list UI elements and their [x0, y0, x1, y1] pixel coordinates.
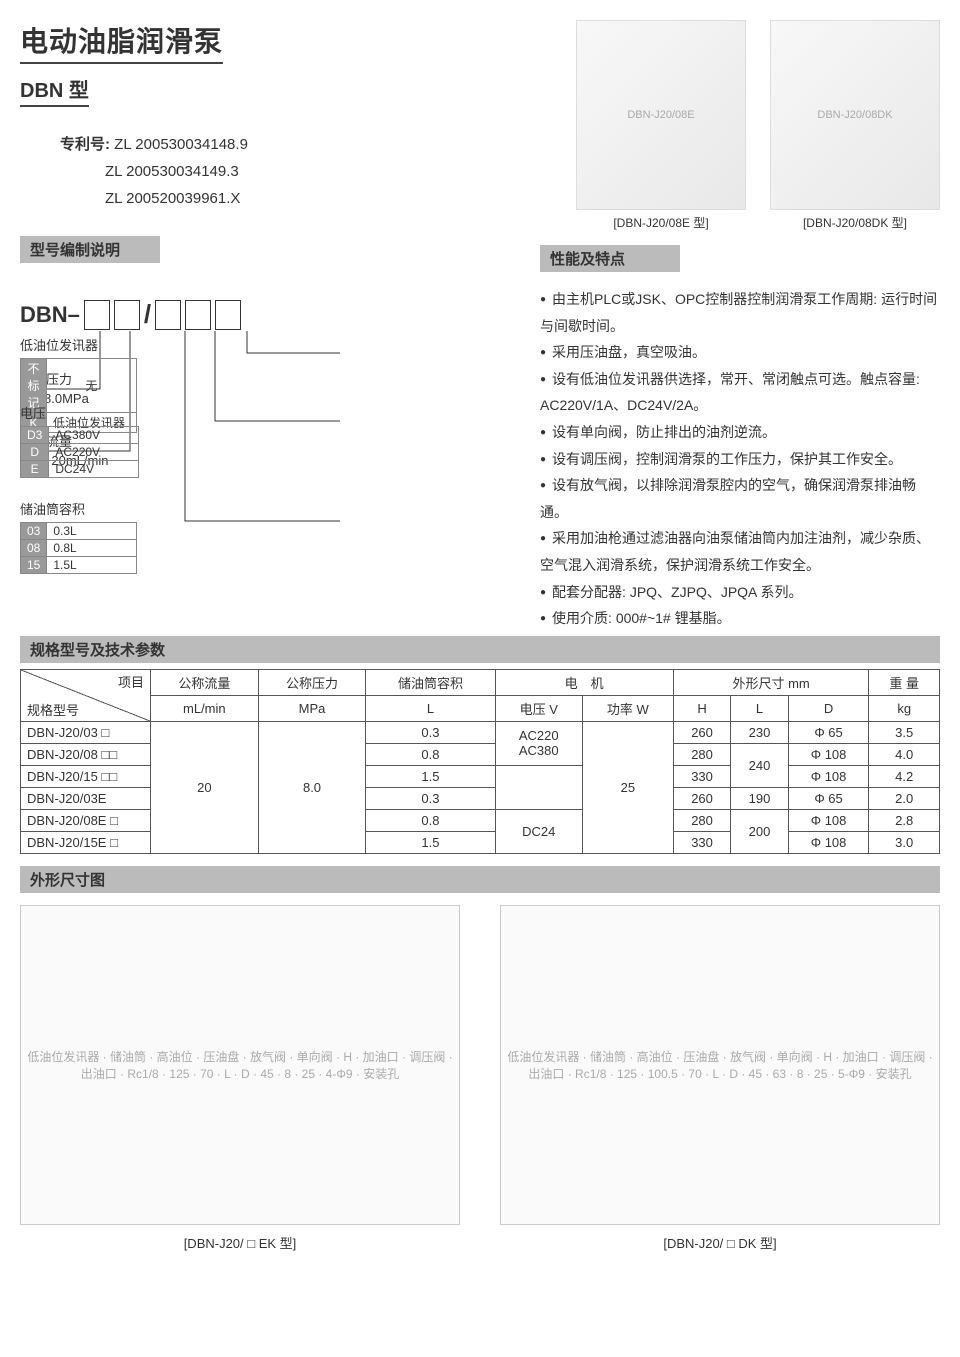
- dim-caption-right: [DBN-J20/ □ DK 型]: [500, 1233, 940, 1252]
- patent-1: ZL 200530034149.3: [105, 163, 239, 180]
- page-title: 电动油脂润滑泵: [20, 20, 223, 60]
- legend-tank: 储油筒容积 030.3L080.8L151.5L: [20, 499, 137, 574]
- feature-item: 设有低油位发讯器供选择，常开、常闭触点可选。触点容量: AC220V/1A、DC…: [540, 366, 940, 419]
- model-diagram: DBN– / 公称压力 J8.0MPa 公称流量 2020mL/m: [20, 281, 520, 601]
- box-4: [185, 300, 211, 330]
- dim-drawing-left: 低油位发讯器 · 储油筒 · 高油位 · 压油盘 · 放气阀 · 单向阀 · H…: [20, 905, 460, 1225]
- page-subtitle: DBN 型: [20, 74, 89, 107]
- dim-section: 低油位发讯器 · 储油筒 · 高油位 · 压油盘 · 放气阀 · 单向阀 · H…: [20, 905, 940, 1252]
- feature-list: 由主机PLC或JSK、OPC控制器控制润滑泵工作周期: 运行时间与间歇时间。采用…: [540, 286, 940, 632]
- feature-item: 由主机PLC或JSK、OPC控制器控制润滑泵工作周期: 运行时间与间歇时间。: [540, 286, 940, 339]
- product-1: DBN-J20/08DK [DBN-J20/08DK 型]: [770, 20, 940, 231]
- patent-0: ZL 200530034148.9: [114, 136, 248, 153]
- box-1: [84, 300, 110, 330]
- feature-item: 使用介质: 000#~1# 锂基脂。: [540, 605, 940, 632]
- dim-caption-left: [DBN-J20/ □ EK 型]: [20, 1233, 460, 1252]
- dim-drawing-right: 低油位发讯器 · 储油筒 · 高油位 · 压油盘 · 放气阀 · 单向阀 · H…: [500, 905, 940, 1225]
- section-model: 型号编制说明: [20, 236, 160, 263]
- product-0: DBN-J20/08E [DBN-J20/08E 型]: [576, 20, 746, 231]
- feature-item: 采用压油盘，真空吸油。: [540, 339, 940, 366]
- box-5: [215, 300, 241, 330]
- patent-2: ZL 200520039961.X: [105, 190, 240, 207]
- patent-block: 专利号: ZL 200530034148.9 ZL 200530034149.3…: [60, 131, 520, 212]
- feature-item: 采用加油枪通过滤油器向油泵储油筒内加注油剂，减少杂质、空气混入润滑系统，保护润滑…: [540, 525, 940, 578]
- box-3: [155, 300, 181, 330]
- section-dim: 外形尺寸图: [20, 866, 940, 893]
- feature-item: 设有调压阀，控制润滑泵的工作压力，保护其工作安全。: [540, 446, 940, 473]
- feature-item: 设有单向阀，防止排出的油剂逆流。: [540, 419, 940, 446]
- section-spec: 规格型号及技术参数: [20, 636, 940, 663]
- patent-label: 专利号:: [60, 136, 110, 153]
- dbn-prefix: DBN–: [20, 302, 80, 328]
- feature-item: 设有放气阀，以排除润滑泵腔内的空气，确保润滑泵排油畅通。: [540, 472, 940, 525]
- section-features: 性能及特点: [540, 245, 680, 272]
- box-2: [114, 300, 140, 330]
- spec-table: 项目规格型号 公称流量公称压力储油筒容积 电 机外形尺寸 mm重 量 mL/mi…: [20, 669, 940, 854]
- legend-voltage: 电压 D3AC380VDAC220VEDC24V: [20, 403, 139, 478]
- feature-item: 配套分配器: JPQ、ZJPQ、JPQA 系列。: [540, 579, 940, 606]
